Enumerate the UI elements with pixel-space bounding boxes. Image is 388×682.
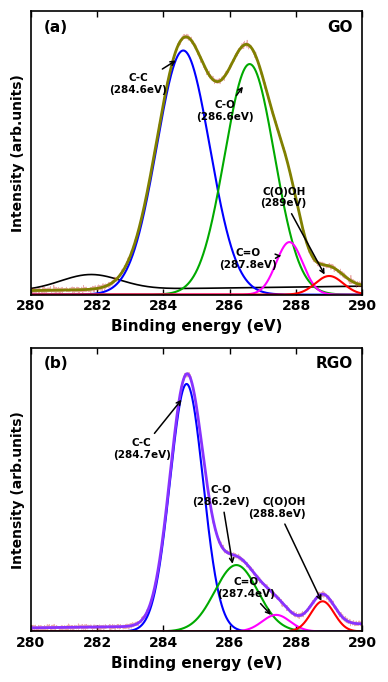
Text: C=O
(287.4eV): C=O (287.4eV) <box>217 577 275 614</box>
Text: C(O)OH
(289eV): C(O)OH (289eV) <box>260 187 324 273</box>
Y-axis label: Intensity (arb.units): Intensity (arb.units) <box>11 74 25 232</box>
X-axis label: Binding energy (eV): Binding energy (eV) <box>111 656 282 671</box>
Text: C-C
(284.7eV): C-C (284.7eV) <box>113 401 180 460</box>
Text: GO: GO <box>327 20 352 35</box>
Y-axis label: Intensity (arb.units): Intensity (arb.units) <box>11 411 25 569</box>
Text: C-O
(286.6eV): C-O (286.6eV) <box>196 88 253 122</box>
Text: C-C
(284.6eV): C-C (284.6eV) <box>109 61 175 95</box>
Text: (a): (a) <box>44 20 68 35</box>
Text: (b): (b) <box>44 357 69 372</box>
Text: C=O
(287.8eV): C=O (287.8eV) <box>219 248 280 269</box>
Text: C(O)OH
(288.8eV): C(O)OH (288.8eV) <box>248 497 321 599</box>
Text: RGO: RGO <box>315 357 352 372</box>
Text: C-O
(286.2eV): C-O (286.2eV) <box>192 485 250 562</box>
X-axis label: Binding energy (eV): Binding energy (eV) <box>111 319 282 334</box>
